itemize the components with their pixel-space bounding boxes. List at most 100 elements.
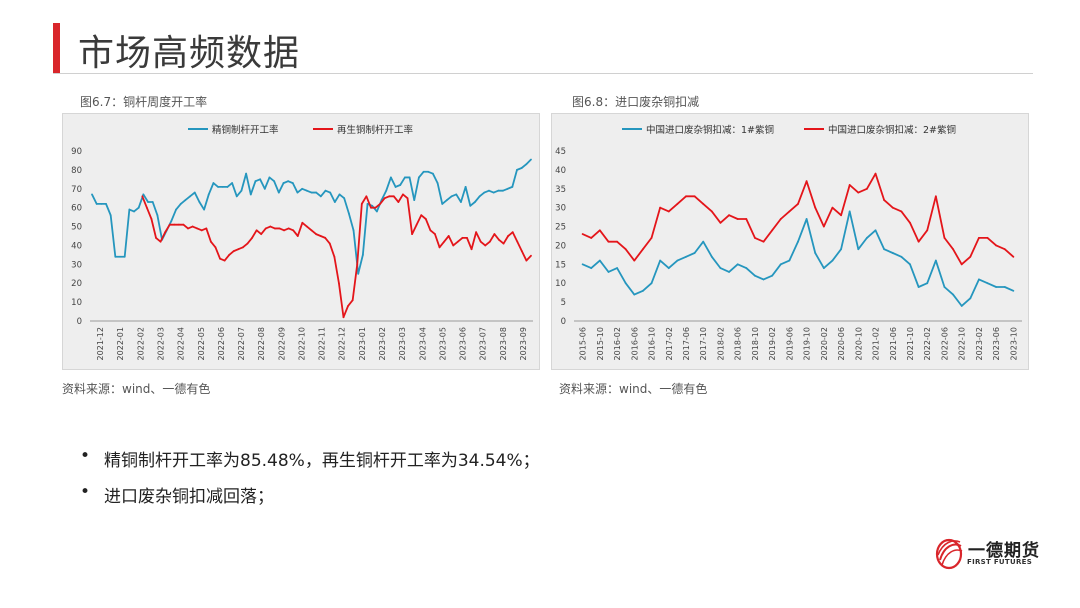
series-segment [357,253,364,275]
series-segment [771,218,782,232]
series-segment [347,212,355,232]
series-segment [319,189,327,198]
series-segment [866,172,877,190]
series-segment [249,180,257,196]
series-segment [507,231,514,237]
x-tick-label: 2018-10 [751,327,760,360]
x-tick-label: 2016-06 [630,327,639,360]
series-segment [624,282,636,296]
series-segment [455,193,462,203]
series-segment [702,202,713,213]
series-segment [478,191,486,198]
series-segment [762,274,774,281]
y-tick-label: 40 [71,241,82,251]
series-segment [164,223,171,234]
series-segment [934,195,946,239]
series-segment [917,229,929,243]
series-segment [446,195,453,202]
series-segment [296,187,304,194]
series-segment [598,229,610,243]
series-segment [189,191,196,198]
series-segment [328,242,336,258]
series-segment [633,248,644,262]
x-tick-label: 2017-06 [682,327,691,360]
legend-entry: 中国进口废杂铜扣减：1#紫铜 [646,124,774,136]
x-tick-label: 2018-02 [716,327,725,360]
x-tick-label: 2022-08 [257,327,266,360]
series-segment [848,184,860,194]
series-segment [184,195,191,202]
summary-item: • 精铜制杆开工率为85.48%，再生铜杆开工率为34.54%； [78,446,540,482]
series-segment [624,248,636,262]
series-segment [452,240,459,247]
series-segment [474,195,481,203]
series-segment [952,293,963,307]
series-segment [429,229,436,236]
series-segment [969,278,980,300]
series-segment [296,221,304,237]
series-segment [145,206,153,220]
x-tick-label: 2020-02 [820,327,829,360]
series-segment [223,253,231,262]
series-segment [762,229,774,243]
series-segment [866,229,877,239]
series-segment [710,210,722,224]
x-tick-label: 2019-02 [768,327,777,360]
summary-item: • 进口废杂铜扣减回落； [78,482,540,518]
series-segment [848,210,860,251]
series-segment [511,231,519,243]
x-tick-label: 2022-03 [156,327,165,360]
series-segment [418,170,425,179]
chart-rod-utilization: 精铜制杆开工率 再生铜制杆开工率 0 10 20 30 40 50 60 70 80 90 2021-1… [62,113,540,370]
series-segment [105,202,112,217]
series-segment [441,199,448,205]
series-segment [1003,286,1015,292]
series-segment [291,182,299,194]
series-segment [228,250,235,256]
series-segment [205,227,212,243]
y-tick-label: 5 [561,298,566,308]
series-segment [616,240,627,251]
series-segment [525,158,532,166]
series-segment [719,214,730,224]
series-segment [240,172,248,192]
series-segment [502,235,510,245]
series-segment [874,229,886,251]
series-segment [797,218,808,243]
series-segment [960,297,972,307]
series-segment [857,236,868,251]
series-segment [182,223,189,230]
series-segment [590,229,601,239]
x-tick-label: 2023-07 [479,327,488,360]
series-segment [581,233,593,239]
y-tick-label: 30 [71,260,82,270]
series-segment [934,259,946,288]
series-segment [365,195,372,209]
x-tick-label: 2022-09 [277,327,286,360]
globe-logo-icon [935,538,963,570]
series-segment [342,304,349,319]
series-segment [822,259,834,270]
series-segment [109,214,117,258]
figure-caption-rod-utilization: 图6.7：铜杆周度开工率 [80,95,208,109]
series-segment [788,240,799,262]
series-segment [179,199,187,205]
series-segment [511,168,518,188]
x-tick-label: 2023-06 [992,327,1001,360]
series-segment [822,206,834,228]
y-tick-label: 10 [555,279,566,289]
series-segment [659,259,670,270]
series-segment [900,255,911,266]
x-tick-label: 2019-06 [785,327,794,360]
series-segment [246,236,253,245]
series-segment [516,240,523,253]
x-tick-label: 2023-04 [418,327,427,360]
series-segment [242,242,249,249]
series-segment [831,248,842,262]
logo-name: 一德期货 [968,541,1040,561]
series-segment [460,185,467,203]
x-tick-label: 2017-02 [665,327,674,360]
series-segment [392,195,400,203]
series-line-1 [581,172,1015,266]
series-segment [212,182,219,188]
